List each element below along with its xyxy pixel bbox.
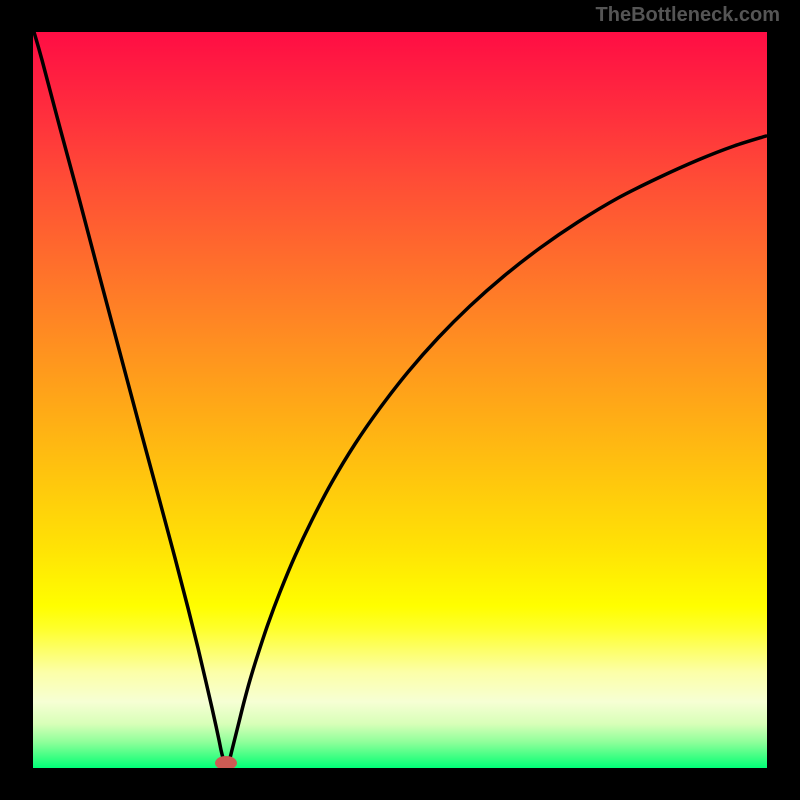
optimum-marker xyxy=(215,756,237,768)
watermark-text: TheBottleneck.com xyxy=(596,4,780,27)
plot-area xyxy=(33,32,767,768)
curve-path xyxy=(34,32,766,766)
bottleneck-curve xyxy=(33,32,767,768)
